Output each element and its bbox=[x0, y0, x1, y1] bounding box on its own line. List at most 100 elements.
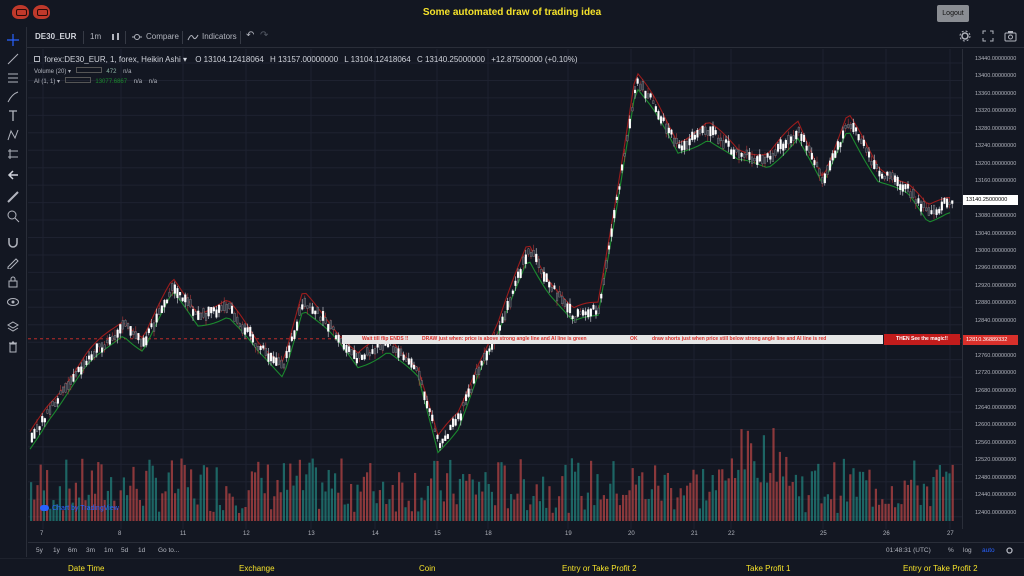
volume-bar bbox=[353, 511, 356, 521]
undo-icon[interactable]: ↶ bbox=[246, 30, 255, 41]
candle-body bbox=[348, 346, 351, 352]
prediction-icon[interactable] bbox=[6, 147, 20, 161]
chart-toolbar: DE30_EUR 1m Compare Indicators ↶ ↷ bbox=[27, 27, 1024, 48]
range-6m[interactable]: 6m bbox=[68, 547, 78, 554]
volume-bar bbox=[686, 485, 689, 521]
compare-icon[interactable] bbox=[131, 32, 143, 44]
candle-body bbox=[173, 284, 176, 294]
text-tool-icon[interactable] bbox=[6, 109, 20, 123]
volume-bar bbox=[270, 509, 273, 521]
volume-bar bbox=[580, 495, 583, 521]
volume-bar bbox=[532, 496, 535, 521]
clock-time[interactable]: 01:48:31 (UTC) bbox=[886, 547, 931, 554]
candle-body bbox=[706, 130, 709, 136]
auto-toggle[interactable]: auto bbox=[982, 547, 995, 554]
goto-button[interactable]: Go to... bbox=[158, 547, 180, 554]
chart-canvas[interactable] bbox=[28, 49, 962, 529]
back-arrow-icon[interactable] bbox=[6, 168, 20, 182]
redo-icon[interactable]: ↷ bbox=[260, 30, 269, 41]
axis-settings-gear-icon[interactable] bbox=[1005, 546, 1014, 557]
symbol-search[interactable]: DE30_EUR bbox=[35, 32, 77, 41]
candle-body bbox=[178, 292, 182, 296]
candle-body bbox=[428, 408, 431, 413]
range-3m[interactable]: 3m bbox=[86, 547, 96, 554]
candle-body bbox=[670, 129, 673, 135]
candle-body bbox=[126, 323, 130, 329]
volume-label[interactable]: Volume (20) bbox=[34, 69, 67, 75]
candle-body bbox=[251, 334, 254, 343]
percent-toggle[interactable]: % bbox=[948, 547, 954, 554]
candle-body bbox=[262, 345, 265, 349]
price-axis-label: 13080.00000000 bbox=[975, 213, 1017, 220]
pattern-icon[interactable] bbox=[6, 128, 20, 142]
volume-bar bbox=[94, 493, 97, 521]
price-chart[interactable] bbox=[28, 49, 962, 529]
candle-body bbox=[137, 333, 140, 341]
layers-icon[interactable] bbox=[6, 320, 20, 334]
candle-body bbox=[673, 137, 676, 147]
volume-bar bbox=[638, 476, 641, 521]
ai-label[interactable]: AI (1, 1) bbox=[34, 79, 56, 85]
price-axis[interactable]: 13440.00000000 13400.00000000 13360.000000… bbox=[962, 49, 1024, 529]
fullscreen-icon[interactable] bbox=[982, 30, 994, 44]
candle-body bbox=[532, 250, 535, 257]
range-5d[interactable]: 5d bbox=[121, 547, 129, 554]
candle-body bbox=[194, 311, 197, 315]
volume-controls-icon[interactable] bbox=[75, 67, 102, 73]
volume-bar bbox=[164, 491, 167, 521]
trend-line-icon[interactable] bbox=[6, 52, 20, 66]
trash-icon[interactable] bbox=[6, 340, 20, 354]
candle-body bbox=[790, 136, 793, 144]
camera-snapshot-icon[interactable] bbox=[1004, 30, 1017, 44]
candle-body bbox=[202, 308, 205, 318]
eye-icon[interactable] bbox=[6, 295, 20, 309]
volume-bar bbox=[903, 480, 906, 521]
volume-bar bbox=[465, 480, 468, 521]
compare-button[interactable]: Compare bbox=[146, 32, 179, 41]
indicators-button[interactable]: Indicators bbox=[202, 32, 237, 41]
volume-bar bbox=[900, 504, 903, 521]
log-toggle[interactable]: log bbox=[963, 547, 972, 554]
candle-body bbox=[207, 306, 210, 317]
brush-icon[interactable] bbox=[6, 90, 20, 104]
ai-controls-icon[interactable] bbox=[64, 77, 91, 83]
lock-pencil-icon[interactable] bbox=[6, 255, 20, 270]
trading-idea-banner: Wait till flip ENDS !! DRAW just when: p… bbox=[342, 335, 883, 344]
interval-button[interactable]: 1m bbox=[90, 32, 102, 41]
volume-bar bbox=[295, 475, 298, 521]
settings-gear-icon[interactable] bbox=[959, 30, 971, 44]
lock-icon[interactable] bbox=[6, 275, 20, 289]
chart-type-icon[interactable] bbox=[111, 32, 121, 44]
candle-body bbox=[740, 152, 743, 157]
indicators-icon[interactable] bbox=[187, 32, 199, 44]
volume-bar bbox=[337, 492, 340, 521]
time-axis[interactable]: 7 8 11 12 13 14 15 18 19 20 21 22 25 26 27 bbox=[28, 529, 962, 542]
volume-bar bbox=[721, 469, 724, 521]
tradingview-watermark[interactable]: Chart by TradingView bbox=[40, 505, 119, 512]
volume-bar bbox=[606, 498, 609, 521]
legend-symbol[interactable]: forex:DE30_EUR, 1, forex, Heikin Ashi bbox=[44, 55, 181, 64]
candle-body bbox=[243, 327, 247, 335]
magnet-icon[interactable] bbox=[6, 235, 20, 249]
zoom-icon[interactable] bbox=[6, 209, 20, 223]
logout-button[interactable]: Logout bbox=[937, 5, 969, 22]
legend-close: C 13140.25000000 bbox=[416, 55, 485, 64]
volume-bar bbox=[33, 499, 36, 521]
range-1y[interactable]: 1y bbox=[53, 547, 60, 554]
candle-body bbox=[311, 306, 314, 314]
candle-body bbox=[641, 81, 644, 91]
candle-body bbox=[745, 149, 748, 156]
ruler-icon[interactable] bbox=[6, 190, 20, 204]
candle-body bbox=[506, 301, 509, 310]
fib-icon[interactable] bbox=[6, 71, 20, 85]
range-1d[interactable]: 1d bbox=[138, 547, 146, 554]
range-1m[interactable]: 1m bbox=[104, 547, 114, 554]
volume-bar bbox=[890, 486, 893, 521]
candle-body bbox=[337, 334, 340, 343]
volume-bar bbox=[372, 491, 375, 521]
candle-body bbox=[654, 106, 657, 112]
crosshair-icon[interactable] bbox=[6, 33, 20, 47]
range-5y[interactable]: 5y bbox=[36, 547, 43, 554]
legend-collapse-icon[interactable] bbox=[34, 56, 40, 62]
candle-body bbox=[246, 327, 249, 332]
